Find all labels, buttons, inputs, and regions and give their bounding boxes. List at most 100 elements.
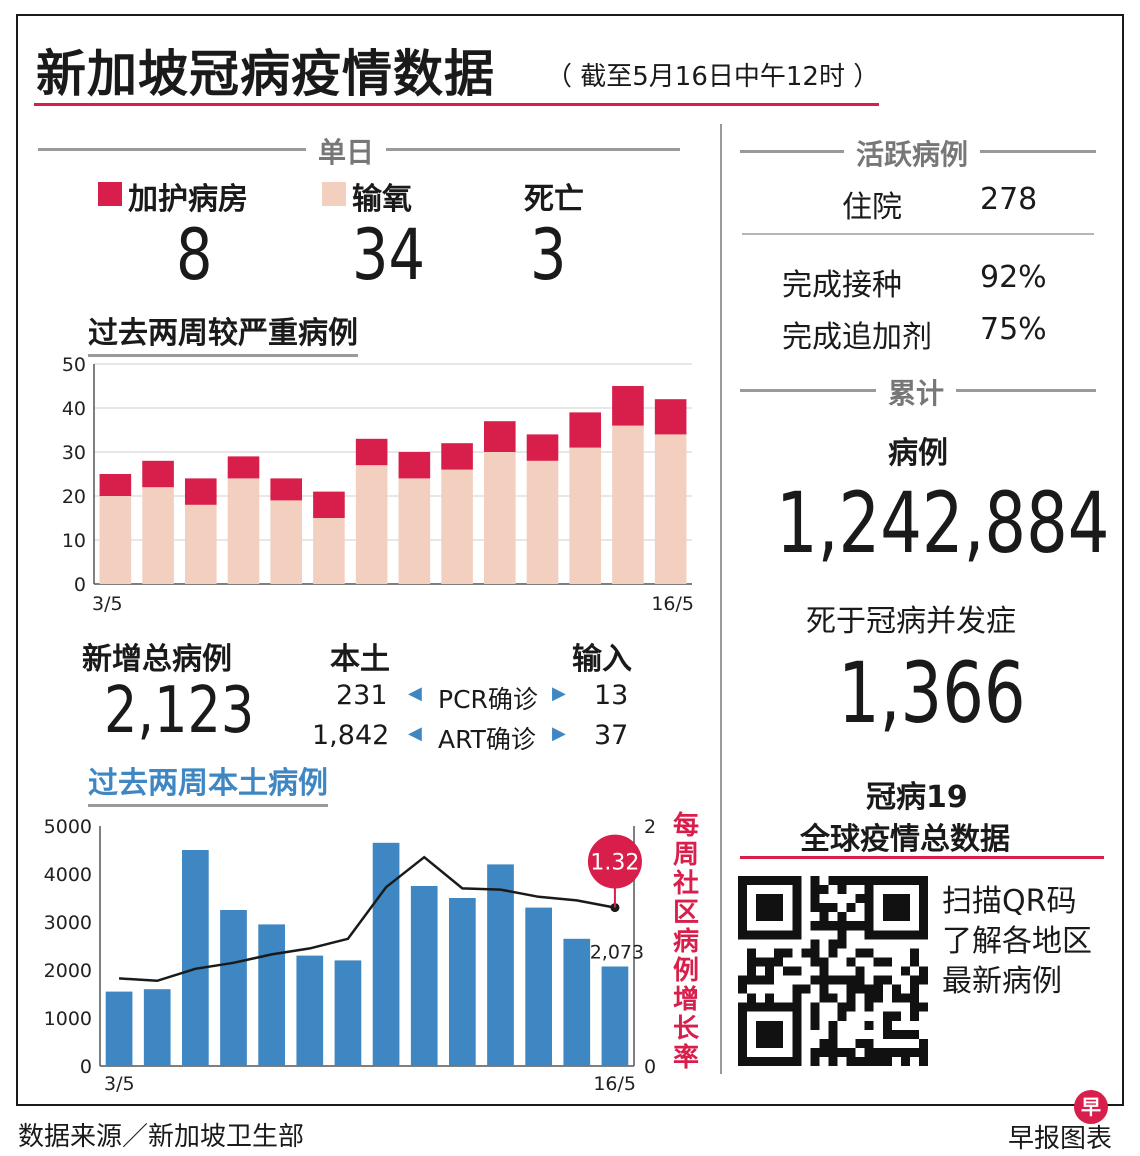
qr-module [765,1002,775,1012]
growth-rate-callout [587,834,642,889]
qr-module [828,1047,838,1057]
local-case-bar [258,924,285,1066]
qr-module [765,1029,775,1039]
qr-module [882,1029,892,1039]
qr-module [810,894,820,904]
qr-module [891,930,901,940]
art-imported-value: 37 [594,720,629,751]
qr-module [810,1011,820,1021]
daily-section-label: 单日 [306,131,387,171]
qr-module [864,894,874,904]
qr-module [792,1056,802,1066]
qr-module [765,966,775,976]
qr-module [864,885,874,895]
hospital-label: 住院 [842,190,902,225]
qr-module [765,912,775,922]
qr-module [828,1038,838,1048]
y2-axis-label-char: 周 [673,840,699,870]
y2-axis-label-char: 率 [673,1042,699,1073]
y-tick-label: 1000 [44,1008,92,1030]
qr-module [837,1011,847,1021]
credit-text: 早报图表 [1008,1124,1113,1154]
qr-module [792,1047,802,1057]
qr-module [918,1047,928,1057]
qr-module [810,903,820,913]
qr-module [738,1011,748,1021]
y2-axis-label-char: 每 [673,810,699,841]
icu-bar [142,460,174,488]
qr-module [747,957,757,967]
qr-caption-line2: 了解各地区 [942,924,1092,959]
qr-module [900,930,910,940]
qr-module [909,876,919,886]
qr-module [855,876,865,886]
deaths-label: 死亡 [524,182,584,217]
qr-module [837,975,847,985]
qr-module [783,1002,793,1012]
qr-module [882,930,892,940]
oxygen-bar [398,478,431,584]
qr-module [774,894,784,904]
qr-module [738,1038,748,1048]
page-title: 新加坡冠病疫情数据 [36,45,495,103]
qr-module [774,1020,784,1030]
hospital-value: 278 [980,182,1038,217]
qr-module [855,975,865,985]
qr-module [864,948,874,958]
qr-module [864,1020,874,1030]
oxygen-bar [612,425,644,584]
qr-module [810,885,820,895]
qr-module [882,903,892,913]
oxygen-bar [142,487,174,584]
icu-bar [227,456,260,479]
qr-module [738,921,748,931]
local-chart-title: 过去两周本土病例 [88,758,328,807]
qr-code-icon[interactable] [738,876,928,1066]
cumulative-section-label: 累计 [876,372,957,412]
qr-module [855,921,865,931]
qr-module [828,1020,838,1030]
severe-cases-chart: 0 10 20 30 40 50 3/5 16/5 [62,354,694,615]
cumulative-deaths-label: 死于冠病并发症 [806,604,1016,639]
qr-module [774,948,784,958]
qr-module [819,1047,829,1057]
global-title-line1: 冠病19 [866,780,968,815]
qr-module [819,921,829,931]
qr-module [864,1047,874,1057]
icu-bar [398,452,431,479]
qr-module [819,975,829,985]
qr-module [756,1038,766,1048]
qr-module [774,1056,784,1066]
qr-module [873,957,883,967]
qr-module [747,1002,757,1012]
qr-module [738,984,748,994]
qr-module [792,1038,802,1048]
global-rule [740,856,1104,859]
pcr-imported-value: 13 [594,680,629,711]
vaccination-label: 完成接种 [782,268,902,303]
icu-bar [441,443,473,470]
new-cases-label: 新增总病例 [82,642,232,677]
qr-module [864,1002,874,1012]
qr-module [792,1020,802,1030]
y-tick-label: 5000 [44,816,92,838]
qr-module [891,876,901,886]
qr-module [864,903,874,913]
qr-module [738,912,748,922]
qr-caption-line1: 扫描QR码 [942,884,1077,919]
local-case-bar [525,907,552,1066]
y-tick-label: 10 [62,530,86,552]
oxygen-legend-swatch [322,182,346,206]
qr-module [918,1056,928,1066]
qr-module [855,1038,865,1048]
qr-module [855,948,865,958]
qr-module [864,921,874,931]
qr-module [828,948,838,958]
qr-module [792,1011,802,1021]
local-case-bar [105,991,133,1066]
qr-module [864,930,874,940]
qr-module [738,1020,748,1030]
qr-module [792,885,802,895]
icu-bar [526,434,559,461]
icu-legend-swatch [98,182,122,206]
